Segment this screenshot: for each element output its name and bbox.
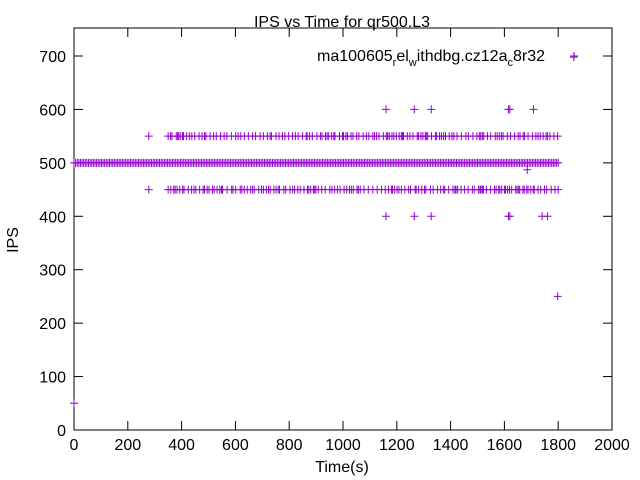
x-tick-label: 200 [114,437,141,454]
y-tick-label: 0 [57,423,66,440]
legend-part-6-sub: c [507,57,513,69]
x-tick-label: 1200 [379,437,415,454]
chart-title: IPS vs Time for qr500.L3 [254,14,430,31]
legend-part-4-sub: w [408,57,417,69]
legend-part-3: el [396,48,408,65]
outlier-point [505,105,514,114]
legend-part-7: 8r32 [513,48,545,65]
outlier-point [553,292,562,301]
outlier-point [427,212,436,221]
x-tick-label: 1800 [540,437,576,454]
outlier-point [427,105,436,114]
outlier-point [410,212,419,221]
outlier-point [382,212,391,221]
outlier-point [569,53,578,62]
outlier-point [382,105,391,114]
x-tick-label: 0 [70,437,79,454]
y-axis-label: IPS [5,227,22,253]
y-tick-label: 300 [39,263,66,280]
outlier-point [543,212,552,221]
y-axis-ticks: 0 100 200 300 400 500 600 700 [39,49,612,440]
x-tick-label: 1400 [433,437,469,454]
outlier-point [144,132,153,141]
y-tick-label: 500 [39,156,66,173]
outlier-point [70,399,78,408]
outlier-point [144,185,153,194]
legend-part-5: ithdbg.cz12a [417,48,508,65]
outlier-point [523,165,532,174]
y-tick-label: 400 [39,209,66,226]
x-tick-label: 1000 [325,437,361,454]
legend-part-2-sub: r [393,57,397,69]
band-point-450 [554,185,563,194]
legend-part-1: ma100605 [317,48,393,65]
legend: ma100605relwithdbg.cz12ac8r32 [317,48,578,69]
x-tick-label: 800 [276,437,303,454]
band-point-550 [553,132,562,141]
x-tick-label: 1600 [487,437,523,454]
x-tick-label: 600 [222,437,249,454]
outlier-point [410,105,419,114]
x-tick-label: 400 [168,437,195,454]
y-tick-label: 700 [39,49,66,66]
y-tick-label: 600 [39,102,66,119]
y-tick-label: 200 [39,316,66,333]
band-point-500 [554,158,563,167]
x-axis-label: Time(s) [315,459,369,476]
legend-label: ma100605relwithdbg.cz12ac8r32 [317,48,545,69]
data-points [70,53,578,408]
plot-border [73,27,613,431]
y-tick-label: 100 [39,370,66,387]
outlier-point [529,105,538,114]
outlier-point [505,212,514,221]
x-axis-ticks: 0 200 400 600 800 1000 1200 1400 1600 1800 2000 [70,28,630,454]
x-tick-label: 2000 [594,437,630,454]
